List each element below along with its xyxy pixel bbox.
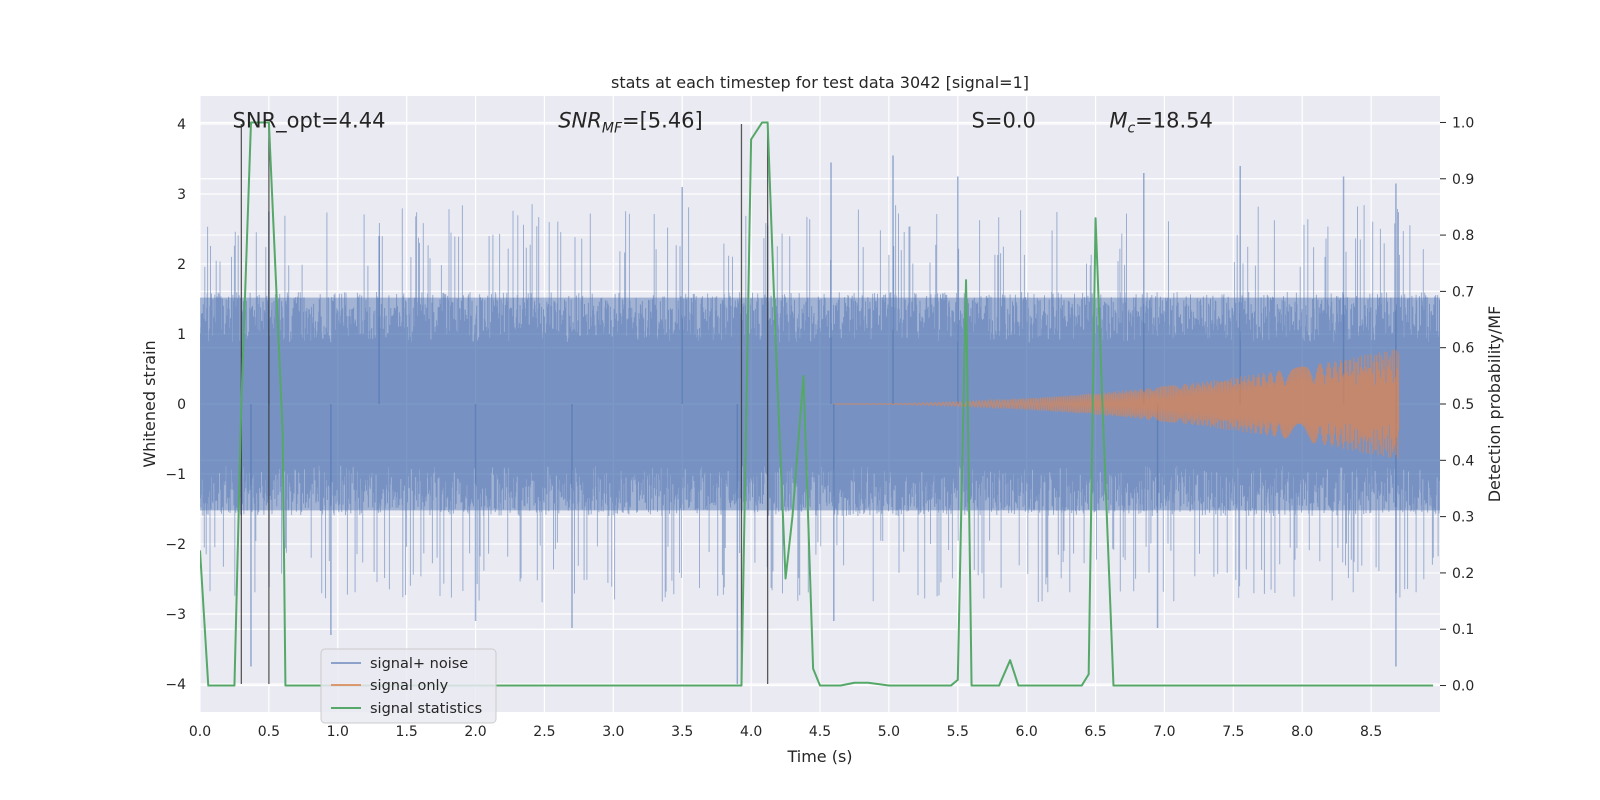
x-tick-label: 5.0 xyxy=(878,724,900,740)
statistics-line xyxy=(200,121,1434,687)
x-tick-label: 0.5 xyxy=(258,724,280,740)
x-tick-label: 6.0 xyxy=(1016,724,1038,740)
y2-tick-label: 0.5 xyxy=(1452,397,1474,413)
legend-label-signal-plus-noise: signal+ noise xyxy=(370,656,468,672)
y-tick-label: 3 xyxy=(177,187,186,203)
y-tick-label: 1 xyxy=(177,327,186,343)
legend-box xyxy=(320,648,497,724)
x-axis-title: Time (s) xyxy=(786,747,852,766)
legend: signal+ noise signal only signal statist… xyxy=(320,648,497,724)
plot-area xyxy=(200,121,1440,687)
x-tick-label: 0.0 xyxy=(189,724,211,740)
y-tick-label: −1 xyxy=(165,467,186,483)
x-tick-label: 4.5 xyxy=(809,724,831,740)
x-axis-ticks: 0.0 0.5 1.0 1.5 2.0 2.5 3.0 3.5 4.0 4.5 5.0 5.5 6.0 6… xyxy=(189,724,1382,740)
x-tick-label: 3.5 xyxy=(671,724,693,740)
y-tick-label: −2 xyxy=(165,537,186,553)
annotation-snr-mf: SNRMF=[5.46] xyxy=(558,109,703,137)
x-tick-label: 7.0 xyxy=(1153,724,1175,740)
legend-label-signal-statistics: signal statistics xyxy=(370,701,482,717)
y2-axis-title: Detection probability/MF xyxy=(1485,306,1504,503)
y-tick-label: 2 xyxy=(177,257,186,273)
annotation-mc-value: Mc=18.54 xyxy=(1109,109,1213,137)
legend-label-signal-only: signal only xyxy=(370,678,449,694)
y2-tick-label: 1.0 xyxy=(1452,115,1474,131)
y2-tick-label: 0.3 xyxy=(1452,510,1474,526)
series-signal-statistics xyxy=(200,121,1434,687)
x-tick-label: 1.0 xyxy=(327,724,349,740)
y2-tick-label: 0.9 xyxy=(1452,172,1474,188)
y-axis-title: Whitened strain xyxy=(140,340,159,467)
chart-title: stats at each timestep for test data 304… xyxy=(611,73,1029,92)
x-tick-label: 4.0 xyxy=(740,724,762,740)
x-tick-label: 6.5 xyxy=(1084,724,1106,740)
y2-axis-ticks: 0.0 0.1 0.2 0.3 0.4 0.5 0.6 0.7 0.8 0.9 1.0 xyxy=(1440,115,1474,695)
y2-tick-label: 0.7 xyxy=(1452,284,1474,300)
y2-tick-label: 0.1 xyxy=(1452,622,1474,638)
y-tick-label: −4 xyxy=(165,677,186,693)
x-tick-label: 5.5 xyxy=(947,724,969,740)
y-tick-label: 4 xyxy=(177,117,186,133)
y2-tick-label: 0.2 xyxy=(1452,566,1474,582)
x-tick-label: 8.5 xyxy=(1360,724,1382,740)
y2-tick-label: 0.4 xyxy=(1452,453,1474,469)
y-tick-label: 0 xyxy=(177,397,186,413)
y2-tick-label: 0.8 xyxy=(1452,228,1474,244)
y2-tick-label: 0.0 xyxy=(1452,679,1474,695)
annotations: SNR_opt=4.44 SNRMF=[5.46] S=0.0 Mc=18.54 xyxy=(233,109,1213,137)
annotation-s-value: S=0.0 xyxy=(972,109,1036,133)
y-tick-label: −3 xyxy=(165,607,186,623)
x-tick-label: 1.5 xyxy=(396,724,418,740)
x-tick-label: 8.0 xyxy=(1291,724,1313,740)
x-tick-label: 2.5 xyxy=(533,724,555,740)
series-signal-only xyxy=(833,349,1400,459)
annotation-snr-opt: SNR_opt=4.44 xyxy=(233,109,386,134)
chirp-trace xyxy=(833,349,1400,459)
y-axis-ticks: −4 −3 −2 −1 0 1 2 3 4 xyxy=(165,117,186,693)
x-tick-label: 3.0 xyxy=(602,724,624,740)
x-tick-label: 7.5 xyxy=(1222,724,1244,740)
x-tick-label: 2.0 xyxy=(464,724,486,740)
y2-tick-label: 0.6 xyxy=(1452,341,1474,357)
